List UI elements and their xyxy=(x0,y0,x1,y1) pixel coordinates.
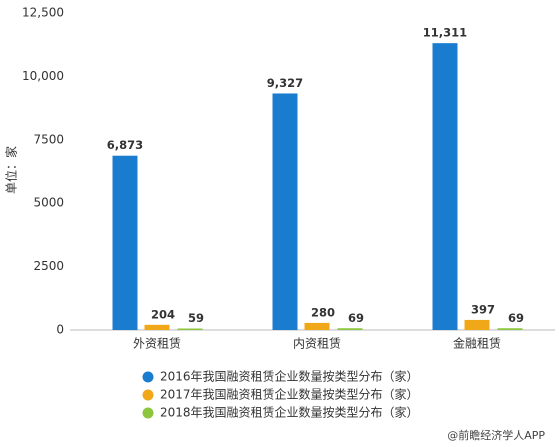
x-tick-label: 外资租赁 xyxy=(133,337,181,351)
bar xyxy=(464,319,490,330)
y-tick-label: 10,000 xyxy=(22,69,64,83)
value-label: 59 xyxy=(188,311,204,325)
bar xyxy=(497,328,523,330)
value-label: 9,327 xyxy=(267,76,303,90)
value-label: 204 xyxy=(151,307,175,321)
bar xyxy=(304,322,330,330)
y-tick-label: 0 xyxy=(56,323,64,337)
legend-label: 2016年我国融资租赁企业数量按类型分布（家） xyxy=(160,369,419,384)
bar xyxy=(112,155,138,330)
footer: @前瞻经济学人APP xyxy=(447,428,545,442)
legend-marker xyxy=(142,371,154,383)
bar xyxy=(272,93,298,330)
y-tick-label: 7500 xyxy=(33,132,64,146)
y-axis-label: 单位：家 xyxy=(4,146,19,194)
bar xyxy=(144,324,170,330)
legend-label: 2017年我国融资租赁企业数量按类型分布（家） xyxy=(160,387,419,402)
value-label: 397 xyxy=(471,302,495,316)
value-label: 11,311 xyxy=(423,26,467,40)
legend-marker xyxy=(142,407,154,419)
y-tick-label: 2500 xyxy=(33,259,64,273)
value-label: 6,873 xyxy=(107,138,143,152)
x-tick-label: 内资租赁 xyxy=(293,337,341,351)
value-label: 69 xyxy=(508,311,524,325)
value-label: 69 xyxy=(348,311,364,325)
legend-marker xyxy=(142,389,154,401)
bar xyxy=(177,328,203,330)
y-tick-label: 12,500 xyxy=(22,6,64,20)
y-tick-label: 5000 xyxy=(33,196,64,210)
bar xyxy=(337,328,363,330)
bar xyxy=(432,43,458,330)
value-label: 280 xyxy=(311,305,335,319)
x-tick-label: 金融租赁 xyxy=(453,336,501,351)
legend-label: 2018年我国融资租赁企业数量按类型分布（家） xyxy=(160,405,419,420)
